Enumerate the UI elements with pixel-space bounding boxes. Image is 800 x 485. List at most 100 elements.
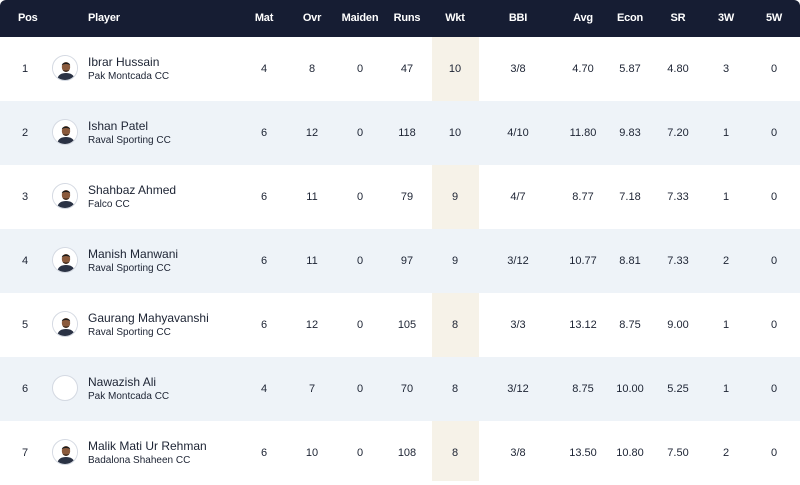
- cell-wkt: 8: [451, 447, 459, 459]
- table-row[interactable]: 6 Nawazish Ali Pak Montcada CC 4 7 0 70 8 3/12 8.…: [0, 357, 800, 421]
- cell-runs: 118: [398, 127, 416, 139]
- header-player[interactable]: Player: [88, 12, 120, 24]
- header-5w[interactable]: 5W: [765, 12, 783, 24]
- header-mat[interactable]: Mat: [254, 12, 274, 24]
- header-sr[interactable]: SR: [670, 12, 686, 24]
- table-row[interactable]: 7 Malik Mati Ur Rehman Badalona Shaheen CC…: [0, 421, 800, 485]
- player-name-link[interactable]: Ibrar Hussain: [88, 55, 160, 69]
- player-avatar[interactable]: [52, 183, 78, 209]
- table-row[interactable]: 1 Ibrar Hussain Pak Montcada CC 4 8 0 47 10 3/8 4…: [0, 37, 800, 101]
- cell-wkt: 9: [451, 255, 459, 267]
- cell-sr: 7.50: [667, 447, 689, 459]
- player-avatar[interactable]: [52, 439, 78, 465]
- cell-sr: 4.80: [667, 63, 689, 75]
- cell-econ: 10.80: [616, 447, 644, 459]
- header-pos[interactable]: Pos: [18, 12, 38, 24]
- cell-pos: 2: [22, 127, 29, 139]
- cell-ovr: 11: [306, 255, 318, 267]
- cell-maiden: 0: [356, 63, 364, 75]
- cell-ovr: 8: [308, 63, 316, 75]
- cell-bbi: 4/10: [507, 127, 529, 139]
- cell-w3: 1: [722, 319, 730, 331]
- player-team: Pak Montcada CC: [88, 391, 170, 402]
- cell-pos: 4: [22, 255, 29, 267]
- cell-avg: 13.12: [569, 319, 597, 331]
- cell-mat: 4: [260, 63, 268, 75]
- player-name-link[interactable]: Shahbaz Ahmed: [88, 183, 177, 197]
- cell-avg: 10.77: [569, 255, 597, 267]
- cell-pos: 7: [22, 447, 29, 459]
- table-row[interactable]: 2 Ishan Patel Raval Sporting CC 6 12 0 118 10 4/…: [0, 101, 800, 165]
- header-ovr[interactable]: Ovr: [302, 12, 322, 24]
- cell-w5: 0: [770, 191, 778, 203]
- header-bbi[interactable]: BBI: [508, 12, 528, 24]
- table-header: Pos Player Mat Ovr Maiden Runs Wkt BBI A…: [0, 0, 800, 37]
- cell-w3: 1: [722, 383, 730, 395]
- cell-ovr: 7: [308, 383, 316, 395]
- player-avatar[interactable]: [52, 311, 78, 337]
- cell-runs: 108: [397, 447, 417, 459]
- cell-w5: 0: [770, 255, 778, 267]
- cell-ovr: 12: [305, 319, 319, 331]
- player-team: Raval Sporting CC: [88, 327, 171, 338]
- table-row[interactable]: 3 Shahbaz Ahmed Falco CC 6 11 0 79 9 4/7 8.77 7.18…: [0, 165, 800, 229]
- cell-sr: 7.33: [667, 191, 689, 203]
- cell-wkt: 10: [448, 63, 462, 75]
- header-runs[interactable]: Runs: [393, 12, 421, 24]
- cell-w5: 0: [770, 447, 778, 459]
- cell-w5: 0: [770, 319, 778, 331]
- cell-bbi: 3/8: [510, 63, 526, 75]
- cell-w3: 1: [722, 191, 730, 203]
- player-name-link[interactable]: Nawazish Ali: [88, 375, 157, 389]
- player-avatar[interactable]: [52, 375, 78, 401]
- cell-avg: 8.77: [572, 191, 594, 203]
- cell-mat: 6: [260, 127, 268, 139]
- cell-ovr: 11: [306, 191, 318, 203]
- cell-runs: 105: [397, 319, 417, 331]
- cell-wkt: 8: [451, 319, 459, 331]
- cell-ovr: 10: [305, 447, 319, 459]
- table-row[interactable]: 5 Gaurang Mahyavanshi Raval Sporting CC 6 12…: [0, 293, 800, 357]
- cell-wkt: 9: [451, 191, 459, 203]
- cell-pos: 3: [22, 191, 29, 203]
- cell-w5: 0: [770, 63, 778, 75]
- header-wkt[interactable]: Wkt: [445, 12, 465, 24]
- player-name-link[interactable]: Gaurang Mahyavanshi: [88, 311, 209, 325]
- table-row[interactable]: 4 Manish Manwani Raval Sporting CC 6 11 0 97 9 3…: [0, 229, 800, 293]
- cell-w3: 2: [722, 447, 730, 459]
- cell-w5: 0: [770, 383, 778, 395]
- player-name-link[interactable]: Ishan Patel: [88, 119, 149, 133]
- cell-runs: 97: [400, 255, 414, 267]
- cell-bbi: 3/3: [510, 319, 526, 331]
- cell-bbi: 3/12: [507, 255, 529, 267]
- player-team: Raval Sporting CC: [88, 135, 171, 146]
- header-econ[interactable]: Econ: [616, 12, 644, 24]
- cell-wkt: 8: [451, 383, 459, 395]
- cell-econ: 8.75: [619, 319, 641, 331]
- cell-wkt: 10: [448, 127, 462, 139]
- cell-mat: 4: [260, 383, 268, 395]
- header-3w[interactable]: 3W: [717, 12, 735, 24]
- cell-pos: 1: [22, 63, 29, 75]
- cell-mat: 6: [260, 255, 268, 267]
- player-name-link[interactable]: Malik Mati Ur Rehman: [88, 439, 207, 453]
- header-maiden[interactable]: Maiden: [341, 12, 379, 24]
- player-team: Raval Sporting CC: [88, 263, 171, 274]
- cell-maiden: 0: [356, 319, 364, 331]
- cell-sr: 7.20: [667, 127, 689, 139]
- player-name-link[interactable]: Manish Manwani: [88, 247, 179, 261]
- cell-maiden: 0: [356, 383, 364, 395]
- cell-avg: 8.75: [572, 383, 594, 395]
- cell-maiden: 0: [356, 447, 364, 459]
- player-avatar[interactable]: [52, 55, 78, 81]
- cell-econ: 10.00: [616, 383, 644, 395]
- player-team: Badalona Shaheen CC: [88, 455, 191, 466]
- cell-pos: 5: [22, 319, 29, 331]
- cell-maiden: 0: [356, 191, 364, 203]
- cell-econ: 7.18: [619, 191, 641, 203]
- player-avatar[interactable]: [52, 247, 78, 273]
- player-avatar[interactable]: [52, 119, 78, 145]
- header-avg[interactable]: Avg: [573, 12, 593, 24]
- cell-econ: 8.81: [619, 255, 641, 267]
- cell-maiden: 0: [356, 127, 364, 139]
